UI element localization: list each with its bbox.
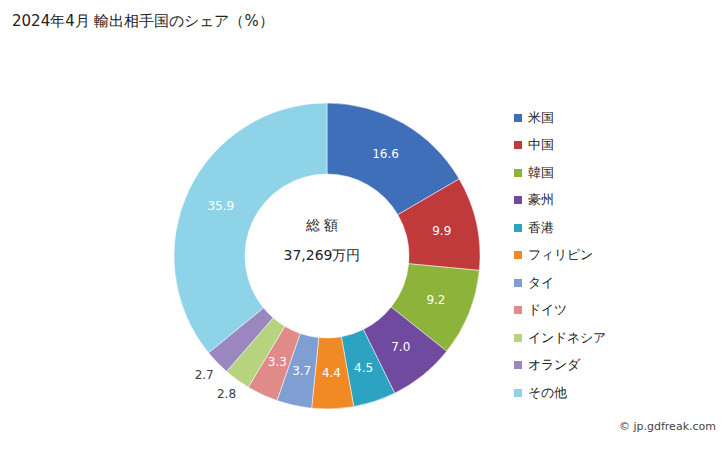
html-text:香港: 香港 [528, 219, 554, 235]
html-text:タイ: タイ [528, 274, 554, 290]
svg-text:16.6: 16.6 [372, 147, 399, 161]
svg-text:7.0: 7.0 [391, 340, 410, 354]
html-text:インドネシア: インドネシア [528, 329, 606, 345]
html-text:フィリピン: フィリピン [528, 247, 593, 263]
svg-text:9.9: 9.9 [432, 224, 451, 238]
html-text:ドイツ: ドイツ [528, 302, 567, 318]
svg-text:4.4: 4.4 [322, 366, 341, 380]
html-text:© jp.gdfreak.com: © jp.gdfreak.com [619, 420, 716, 433]
html-text:韓国: 韓国 [528, 164, 554, 180]
svg-text:2.8: 2.8 [217, 387, 236, 401]
html-text:米国: 米国 [528, 109, 554, 125]
html-text:2024年4月 輸出相手国のシェア（%）: 2024年4月 輸出相手国のシェア（%） [12, 12, 274, 30]
svg-text:3.7: 3.7 [292, 364, 311, 378]
html-text:豪州: 豪州 [528, 192, 554, 208]
svg-text:35.9: 35.9 [207, 199, 234, 213]
html-text:37,269万円: 37,269万円 [283, 247, 361, 263]
html-text:総 額: 総 額 [305, 217, 339, 233]
svg-text:3.3: 3.3 [268, 355, 287, 369]
svg-text:9.2: 9.2 [426, 293, 445, 307]
html-text:オランダ: オランダ [528, 357, 580, 373]
svg-text:2.7: 2.7 [195, 368, 214, 382]
html-text:その他: その他 [528, 384, 567, 400]
html-text:中国: 中国 [528, 137, 554, 153]
svg-text:4.5: 4.5 [354, 361, 373, 375]
